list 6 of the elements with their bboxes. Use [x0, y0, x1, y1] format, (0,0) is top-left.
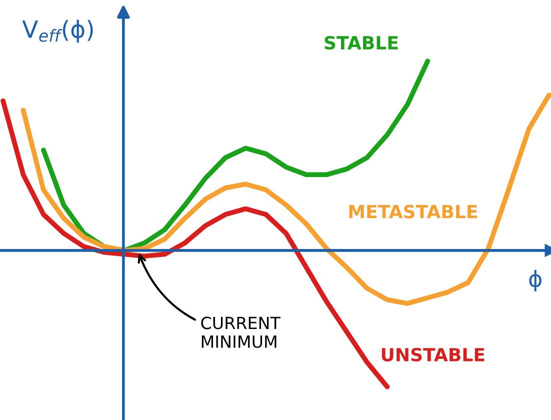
series-label: METASTABLE	[349, 204, 477, 218]
x-axis-title: ϕ	[529, 270, 542, 292]
y-axis-title: V$_{eff}$(ϕ)	[22, 20, 93, 43]
series-label: UNSTABLE	[382, 348, 484, 362]
series-label: STABLE	[324, 36, 398, 50]
annotation: CURRENT MINIMUM	[201, 316, 280, 348]
